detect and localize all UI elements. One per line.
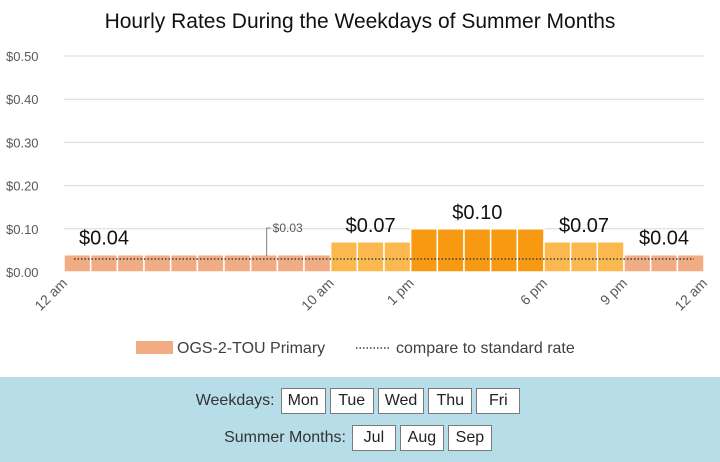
month-button-aug[interactable]: Aug <box>399 425 444 451</box>
filter-controls: Weekdays: Mon Tue Wed Thu Fri Summer Months:… <box>0 377 720 462</box>
x-tick-label: 9 pm <box>597 275 630 308</box>
legend-line-label: compare to standard rate <box>396 340 575 357</box>
hour-bar <box>596 241 625 273</box>
month-button-jul[interactable]: Jul <box>351 425 396 451</box>
x-tick-label: 12 am <box>31 275 70 314</box>
month-buttons: Jul Aug Sep <box>351 425 496 451</box>
x-tick-label: 1 pm <box>383 275 416 308</box>
hour-bar <box>543 241 572 273</box>
hour-bar <box>409 228 439 273</box>
chart-svg: $0.00 $0.10 $0.20 $0.30 $0.40 $0.50 $0.03 $0.04… <box>6 49 710 357</box>
weekday-buttons: Mon Tue Wed Thu Fri <box>280 388 525 414</box>
legend-series-label: OGS-2-TOU Primary <box>177 340 325 357</box>
y-tick-label: $0.00 <box>6 265 39 280</box>
hour-bar <box>649 253 679 273</box>
data-label: $0.07 <box>346 215 396 237</box>
hour-bar <box>329 241 359 273</box>
hour-bar <box>383 241 412 273</box>
hour-bar <box>516 228 545 273</box>
hour-bar <box>623 253 652 273</box>
hour-bar <box>63 253 92 273</box>
y-tick-label: $0.10 <box>6 222 39 237</box>
chart-title: Hourly Rates During the Weekdays of Summ… <box>104 10 616 33</box>
data-label: $0.07 <box>559 215 609 237</box>
hour-bar <box>569 241 599 273</box>
chart-panel: Hourly Rates During the Weekdays of Summ… <box>0 0 720 377</box>
months-label: Summer Months: <box>224 429 346 446</box>
data-label: $0.04 <box>79 228 129 250</box>
weekdays-label: Weekdays: <box>195 392 275 409</box>
hour-bar <box>676 253 705 273</box>
y-tick-label: $0.40 <box>6 92 39 107</box>
hour-bar <box>223 253 252 273</box>
x-tick-label: 10 am <box>298 275 337 314</box>
hour-bar <box>249 253 279 273</box>
x-tick-label: 6 pm <box>517 275 550 308</box>
months-row: Summer Months: Jul Aug Sep <box>0 425 720 451</box>
weekday-button-mon[interactable]: Mon <box>280 388 326 414</box>
hour-bar <box>276 253 305 273</box>
hour-bar <box>356 241 385 273</box>
weekday-button-fri[interactable]: Fri <box>476 388 521 414</box>
hour-bar <box>116 253 145 273</box>
y-tick-label: $0.30 <box>6 135 39 150</box>
hour-bar <box>169 253 199 273</box>
weekday-button-thu[interactable]: Thu <box>428 388 473 414</box>
weekday-button-wed[interactable]: Wed <box>377 388 425 414</box>
hour-bar <box>89 253 119 273</box>
hour-bar <box>436 228 465 273</box>
hour-bar <box>143 253 172 273</box>
hour-bar <box>489 228 519 273</box>
y-tick-label: $0.50 <box>6 49 39 64</box>
standard-rate-leader <box>266 227 271 257</box>
data-label: $0.04 <box>639 228 689 250</box>
month-button-sep[interactable]: Sep <box>447 425 492 451</box>
weekday-button-tue[interactable]: Tue <box>329 388 374 414</box>
hour-bar <box>196 253 225 273</box>
weekdays-row: Weekdays: Mon Tue Wed Thu Fri <box>0 388 720 414</box>
x-tick-label: 12 am <box>671 275 710 314</box>
data-label: $0.10 <box>452 202 502 224</box>
standard-rate-label: $0.03 <box>273 221 303 235</box>
y-tick-label: $0.20 <box>6 179 39 194</box>
legend-swatch <box>136 341 173 354</box>
hour-bar <box>463 228 492 273</box>
hour-bar <box>303 253 332 273</box>
